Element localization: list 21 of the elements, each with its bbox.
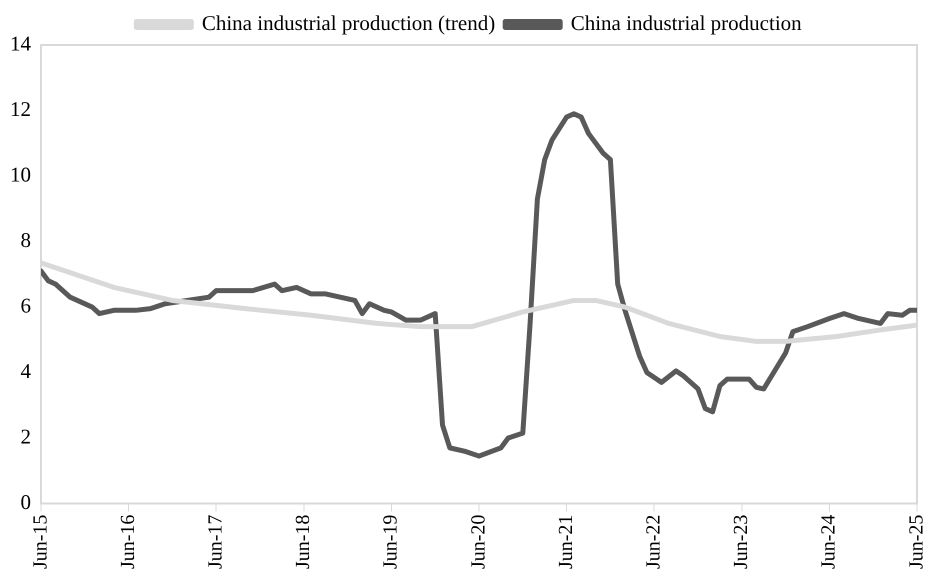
x-tick-label: Jun-21 — [554, 514, 577, 570]
x-tick-label: Jun-17 — [204, 514, 226, 570]
y-tick-label: 8 — [20, 228, 31, 252]
x-tick-label: Jun-18 — [292, 514, 314, 570]
y-tick-label: 4 — [20, 359, 32, 384]
y-tick-label: 10 — [10, 162, 31, 187]
y-tick-label: 14 — [10, 32, 32, 56]
x-tick-label: Jun-24 — [818, 514, 840, 570]
x-tick-label: Jun-23 — [730, 514, 752, 570]
y-tick-label: 6 — [20, 294, 31, 318]
x-tick-label: Jun-16 — [116, 514, 139, 570]
x-tick-label: Jun-19 — [380, 514, 402, 570]
x-tick-label: Jun-25 — [905, 514, 928, 570]
legend-label: China industrial production — [570, 11, 802, 36]
x-tick-label: Jun-22 — [642, 514, 664, 570]
y-tick-label: 12 — [10, 97, 31, 122]
x-tick-label: Jun-20 — [467, 514, 490, 570]
y-tick-label: 2 — [20, 424, 31, 449]
x-tick-label: Jun-15 — [29, 514, 52, 570]
legend-label: China industrial production (trend) — [202, 11, 496, 36]
y-tick-label: 0 — [20, 490, 31, 514]
